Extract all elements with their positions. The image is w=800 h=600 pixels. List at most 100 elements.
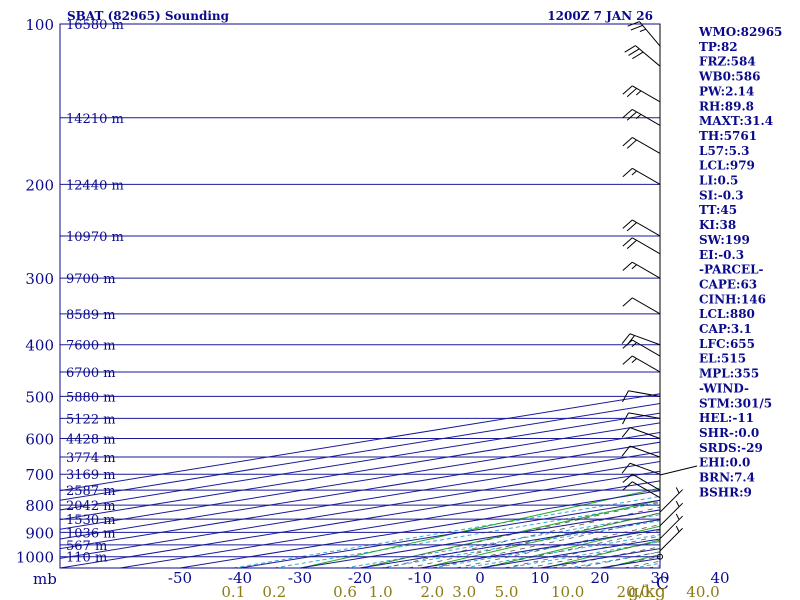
wind-barb-flag (624, 45, 636, 53)
wind-barb-flag (622, 412, 629, 425)
index-entry: BSHR:9 (699, 485, 752, 499)
index-entry: SI:-0.3 (699, 188, 744, 202)
dry-adiabat (483, 525, 660, 568)
wind-barb-flag (621, 427, 631, 438)
index-entry: TH:5761 (699, 129, 757, 143)
moist-adiabat (431, 518, 660, 568)
wind-barb-flag (622, 85, 633, 95)
height-label: 6700 m (66, 366, 116, 381)
index-entry: LCL:979 (699, 159, 755, 173)
height-labels: 16580 m 14210 m 12440 m 10970 m 9700 m 8589 m… (66, 18, 124, 566)
wind-barb-flag (621, 445, 631, 457)
mixing-ratio-tick-label: 0.1 (221, 583, 245, 600)
pressure-tick-label: 1000 (16, 549, 54, 567)
pressure-tick-label: 900 (25, 524, 54, 542)
height-label: 3169 m (66, 468, 116, 483)
wind-barb-staff (635, 45, 661, 67)
temperature-tick-label: -10 (408, 569, 432, 587)
wind-barb-flag (675, 513, 680, 520)
stability-indices: WMO:82965TP:82FRZ:584WB0:586PW:2.14RH:89… (698, 25, 782, 499)
index-entry: EI:-0.3 (699, 248, 744, 262)
mixing-ratio-tick-label: 40.0 (686, 583, 719, 600)
height-label: 1036 m (66, 526, 116, 541)
wind-barb-calm (657, 553, 663, 560)
wind-barb-staff (659, 489, 683, 513)
wind-barb-staff (632, 297, 661, 315)
isotherm (60, 422, 660, 521)
wind-barb-flag (639, 28, 647, 32)
wind-barb-staff (632, 219, 661, 237)
height-label: 5880 m (66, 390, 116, 405)
mixing-ratio-tick-label: 2.0 (420, 583, 444, 600)
isotherm (60, 412, 660, 511)
index-entry: WMO:82965 (698, 25, 782, 39)
height-label: 10970 m (66, 230, 124, 245)
temperature-tick-label: 30 (650, 569, 669, 587)
wind-barb-flag (622, 109, 633, 119)
wind-barb-staff (632, 473, 661, 491)
mixing-ratio-line (432, 528, 660, 568)
mixing-ratio-tick-label: 0.6 (333, 583, 357, 600)
background-lines (60, 24, 660, 568)
wind-barb-staff (639, 21, 661, 47)
isotherm (60, 402, 660, 501)
index-entry: BRN:7.4 (699, 471, 755, 485)
mixing-ratio-line (464, 534, 660, 568)
dry-adiabat (301, 487, 660, 568)
index-entry: LCL:880 (699, 307, 755, 321)
wind-barb-flag (622, 481, 633, 491)
wind-barb-flag (626, 222, 637, 232)
index-entry: PW:2.14 (699, 84, 754, 98)
pressure-tick-label: 100 (25, 16, 54, 34)
wind-barb-flag (626, 87, 637, 98)
wind-barb-flag (622, 167, 633, 178)
index-entry: CAP:3.1 (699, 322, 752, 336)
moist-adiabat (455, 524, 660, 568)
isotherm (60, 441, 660, 540)
index-entry: HEL:-11 (699, 411, 754, 425)
temperature-tick-label: -20 (348, 569, 372, 587)
wind-barbs (621, 21, 698, 560)
height-label: 7600 m (66, 339, 116, 354)
mixing-ratio-tick-label: 1.0 (369, 583, 393, 600)
chart-time: 1200Z 7 JAN 26 (547, 9, 653, 23)
isotherm (60, 451, 660, 550)
pressure-tick-label: 700 (25, 466, 54, 484)
index-entry: LFC:655 (699, 337, 755, 351)
isotherm (60, 432, 660, 530)
wind-barb-flag (622, 261, 633, 271)
mixing-ratio-tick-label: 3.0 (452, 583, 476, 600)
mixing-ratio-tick-label: 0.2 (262, 583, 286, 600)
height-label: 5122 m (66, 412, 116, 427)
wind-barb-flag (621, 462, 631, 474)
wind-barb-flag (675, 525, 680, 532)
wind-barb-staff (628, 390, 661, 397)
wind-barb-flag (622, 390, 629, 403)
wind-barb-flag (622, 355, 633, 365)
temperature-tick-label: -30 (288, 569, 312, 587)
wind-barb-staff (629, 427, 661, 440)
wind-barb-flag (621, 333, 631, 344)
height-label: 8589 m (66, 308, 116, 323)
temperature-tick-label: 20 (590, 569, 609, 587)
index-entry: CINH:146 (699, 292, 766, 306)
index-entry: MPL:355 (699, 367, 759, 381)
index-entry: -PARCEL- (699, 263, 764, 277)
index-entry: RH:89.8 (699, 99, 754, 113)
wind-barb-staff (632, 261, 661, 279)
index-entry: TP:82 (699, 40, 738, 54)
dry-adiabat (362, 499, 660, 568)
wind-barb-flag (675, 487, 680, 494)
isotherm (60, 470, 660, 568)
mixing-ratio-tick-label: 5.0 (495, 583, 519, 600)
wind-barb-staff (632, 137, 661, 154)
height-label: 2042 m (66, 499, 116, 514)
index-entry: WB0:586 (698, 70, 760, 84)
wind-barb-flag (626, 239, 637, 250)
height-label: 3774 m (66, 451, 116, 466)
wind-barb-flag (635, 90, 642, 96)
pressure-tick-label: 600 (25, 431, 54, 449)
wind-barb-flag (622, 237, 633, 247)
height-label: 2587 m (66, 484, 116, 499)
